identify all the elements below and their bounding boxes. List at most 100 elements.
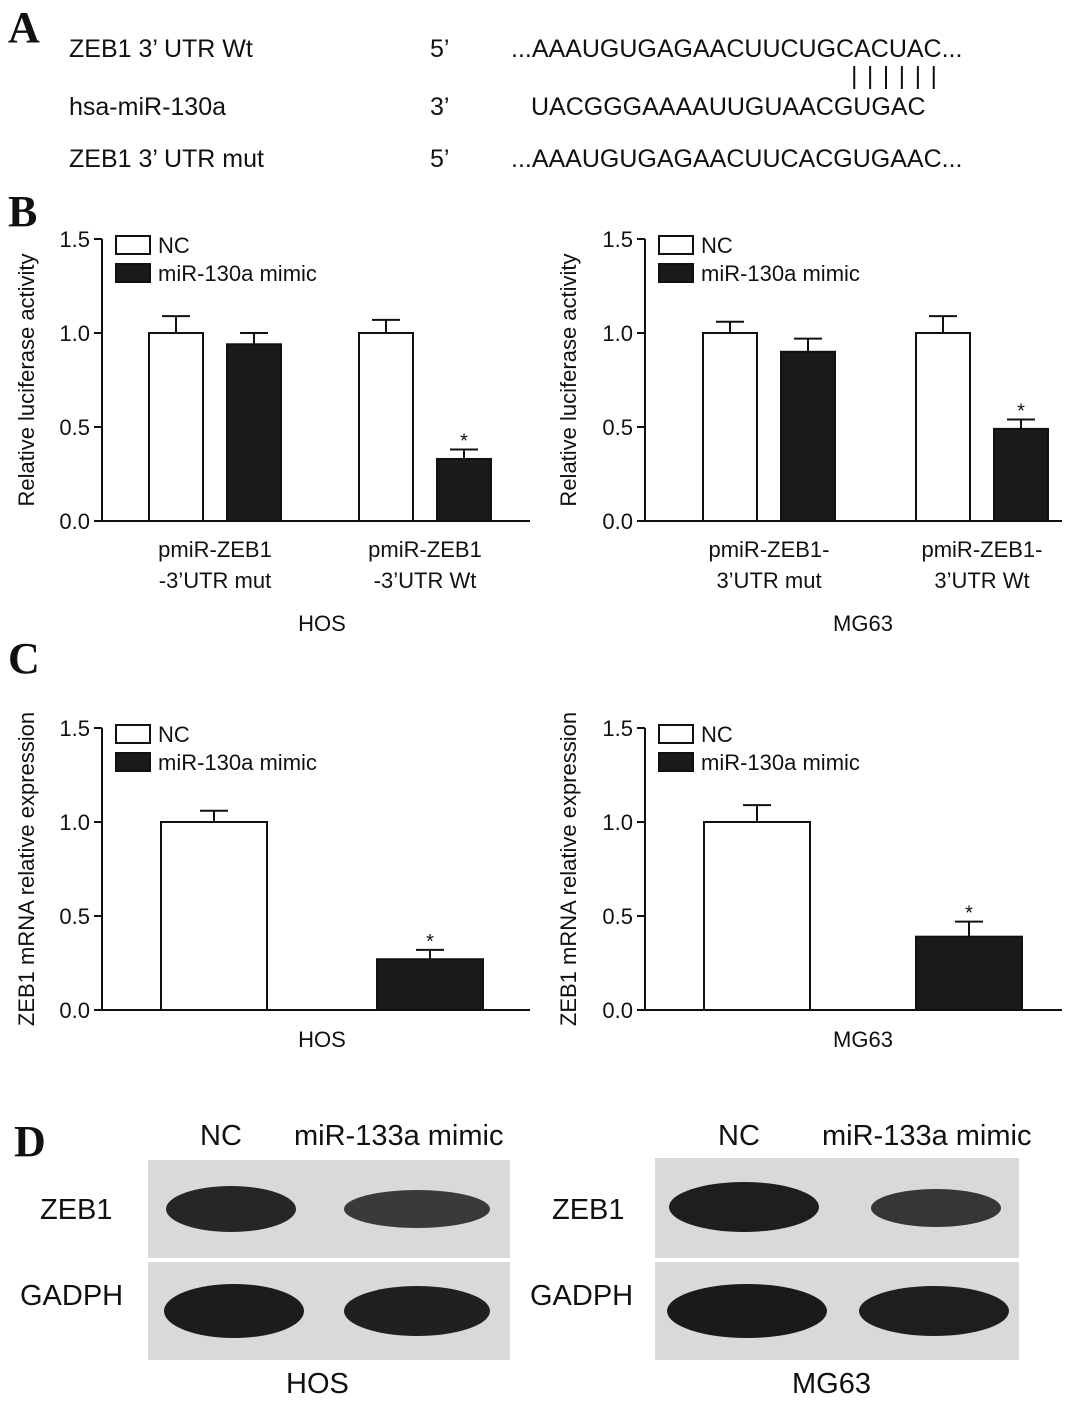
- cell-line-label: HOS: [298, 611, 346, 636]
- bar: [780, 350, 836, 522]
- y-tick-label: 0.0: [602, 998, 633, 1023]
- legend-swatch: [658, 263, 694, 283]
- y-tick-label: 1.5: [602, 716, 633, 741]
- row-label-gadph: GADPH: [530, 1280, 634, 1312]
- bar: [148, 332, 204, 522]
- lane-label-mimic: miR-133a mimic: [294, 1120, 504, 1152]
- protein-band: [166, 1186, 296, 1232]
- legend-swatch: [115, 752, 151, 772]
- protein-band: [344, 1286, 490, 1336]
- cell-line-label: MG63: [792, 1368, 871, 1400]
- legend-swatch: [115, 724, 151, 744]
- legend-label: miR-130a mimic: [701, 261, 860, 286]
- sequence-row-mirna: hsa-miR-130a 3’ UACGGGAAAAUUGUAACGUGAC: [0, 93, 1090, 127]
- bar: [358, 332, 414, 522]
- category-label: 3’UTR mut: [716, 568, 821, 593]
- legend-label: miR-130a mimic: [158, 261, 317, 286]
- row-label-gadph: GADPH: [20, 1280, 124, 1312]
- sequence-text: ...AAAUGUGAGAACUUCACGUGAAC...: [511, 145, 963, 173]
- y-axis-label: Relative luciferase activity: [556, 253, 581, 506]
- legend-label: NC: [701, 233, 733, 258]
- sequence-text: ...AAAUGUGAGAACUUCUGCACUAC...: [511, 35, 963, 63]
- y-tick-label: 1.5: [602, 227, 633, 252]
- legend-label: NC: [158, 722, 190, 747]
- legend-label: miR-130a mimic: [158, 750, 317, 775]
- bar: [160, 821, 268, 1011]
- bar: [702, 332, 758, 522]
- legend-swatch: [658, 724, 694, 744]
- blot-image-gadph: [655, 1262, 1019, 1360]
- blot-image-zeb1: [148, 1160, 510, 1258]
- significance-marker: *: [965, 903, 973, 925]
- protein-band: [164, 1284, 304, 1338]
- y-tick-label: 1.0: [59, 810, 90, 835]
- panel-label-b: B: [8, 187, 38, 236]
- sequence-name: ZEB1 3’ UTR mut: [69, 145, 264, 173]
- category-label: pmiR-ZEB1-: [708, 537, 829, 562]
- sequence-end: 3’: [430, 93, 450, 121]
- y-axis-label: Relative luciferase activity: [14, 253, 39, 506]
- y-axis-label: ZEB1 mRNA relative expression: [14, 712, 39, 1026]
- sequence-name: hsa-miR-130a: [69, 93, 227, 121]
- row-label-zeb1: ZEB1: [552, 1194, 625, 1226]
- bar: [376, 958, 484, 1011]
- y-tick-label: 1.5: [59, 716, 90, 741]
- cell-line-label: MG63: [833, 611, 893, 636]
- legend-swatch: [658, 752, 694, 772]
- significance-marker: *: [426, 931, 434, 953]
- sequence-row-wt: ZEB1 3’ UTR Wt 5’ ...AAAUGUGAGAACUUCUGCA…: [0, 35, 1090, 69]
- y-axis-label: ZEB1 mRNA relative expression: [556, 712, 581, 1026]
- legend-label: NC: [701, 722, 733, 747]
- category-label: 3’UTR Wt: [934, 568, 1029, 593]
- significance-marker: *: [1017, 400, 1025, 422]
- protein-band: [667, 1284, 827, 1338]
- y-tick-label: 0.5: [602, 904, 633, 929]
- category-label: -3’UTR Wt: [374, 568, 477, 593]
- y-tick-label: 1.0: [602, 321, 633, 346]
- sequence-row-mut: ZEB1 3’ UTR mut 5’ ...AAAUGUGAGAACUUCACG…: [0, 145, 1090, 179]
- significance-marker: *: [460, 431, 468, 453]
- category-label: -3’UTR mut: [159, 568, 271, 593]
- category-label: MG63: [833, 1027, 893, 1052]
- y-tick-label: 0.0: [59, 998, 90, 1023]
- blot-image-zeb1: [655, 1158, 1019, 1258]
- panel-label-c: C: [8, 634, 40, 683]
- bar: [226, 343, 282, 522]
- panel-label-d: D: [14, 1117, 46, 1166]
- protein-band: [871, 1189, 1001, 1227]
- bar: [915, 935, 1023, 1011]
- category-label: pmiR-ZEB1-: [921, 537, 1042, 562]
- base-pairing-lines: ||||||: [851, 62, 947, 90]
- y-tick-label: 1.5: [59, 227, 90, 252]
- legend-swatch: [115, 235, 151, 255]
- y-tick-label: 0.0: [59, 509, 90, 534]
- y-tick-label: 1.0: [59, 321, 90, 346]
- legend-label: miR-130a mimic: [701, 750, 860, 775]
- category-label: HOS: [298, 1027, 346, 1052]
- lane-label-mimic: miR-133a mimic: [822, 1120, 1032, 1152]
- cell-line-label: HOS: [286, 1368, 349, 1400]
- legend-swatch: [658, 235, 694, 255]
- bar: [993, 427, 1049, 523]
- sequence-end: 5’: [430, 35, 450, 63]
- protein-band: [669, 1182, 819, 1232]
- lane-label-nc: NC: [200, 1120, 242, 1152]
- protein-band: [859, 1286, 1009, 1336]
- y-tick-label: 0.5: [602, 415, 633, 440]
- category-label: pmiR-ZEB1: [158, 537, 272, 562]
- y-tick-label: 0.5: [59, 904, 90, 929]
- legend-label: NC: [158, 233, 190, 258]
- row-label-zeb1: ZEB1: [40, 1194, 113, 1226]
- blot-image-gadph: [148, 1262, 510, 1360]
- y-tick-label: 0.5: [59, 415, 90, 440]
- lane-label-nc: NC: [718, 1120, 760, 1152]
- y-tick-label: 1.0: [602, 810, 633, 835]
- sequence-text: UACGGGAAAAUUGUAACGUGAC: [531, 93, 926, 121]
- sequence-name: ZEB1 3’ UTR Wt: [69, 35, 253, 63]
- protein-band: [344, 1190, 490, 1228]
- y-tick-label: 0.0: [602, 509, 633, 534]
- sequence-end: 5’: [430, 145, 450, 173]
- bar: [915, 332, 971, 522]
- panel-label-a: A: [8, 3, 40, 52]
